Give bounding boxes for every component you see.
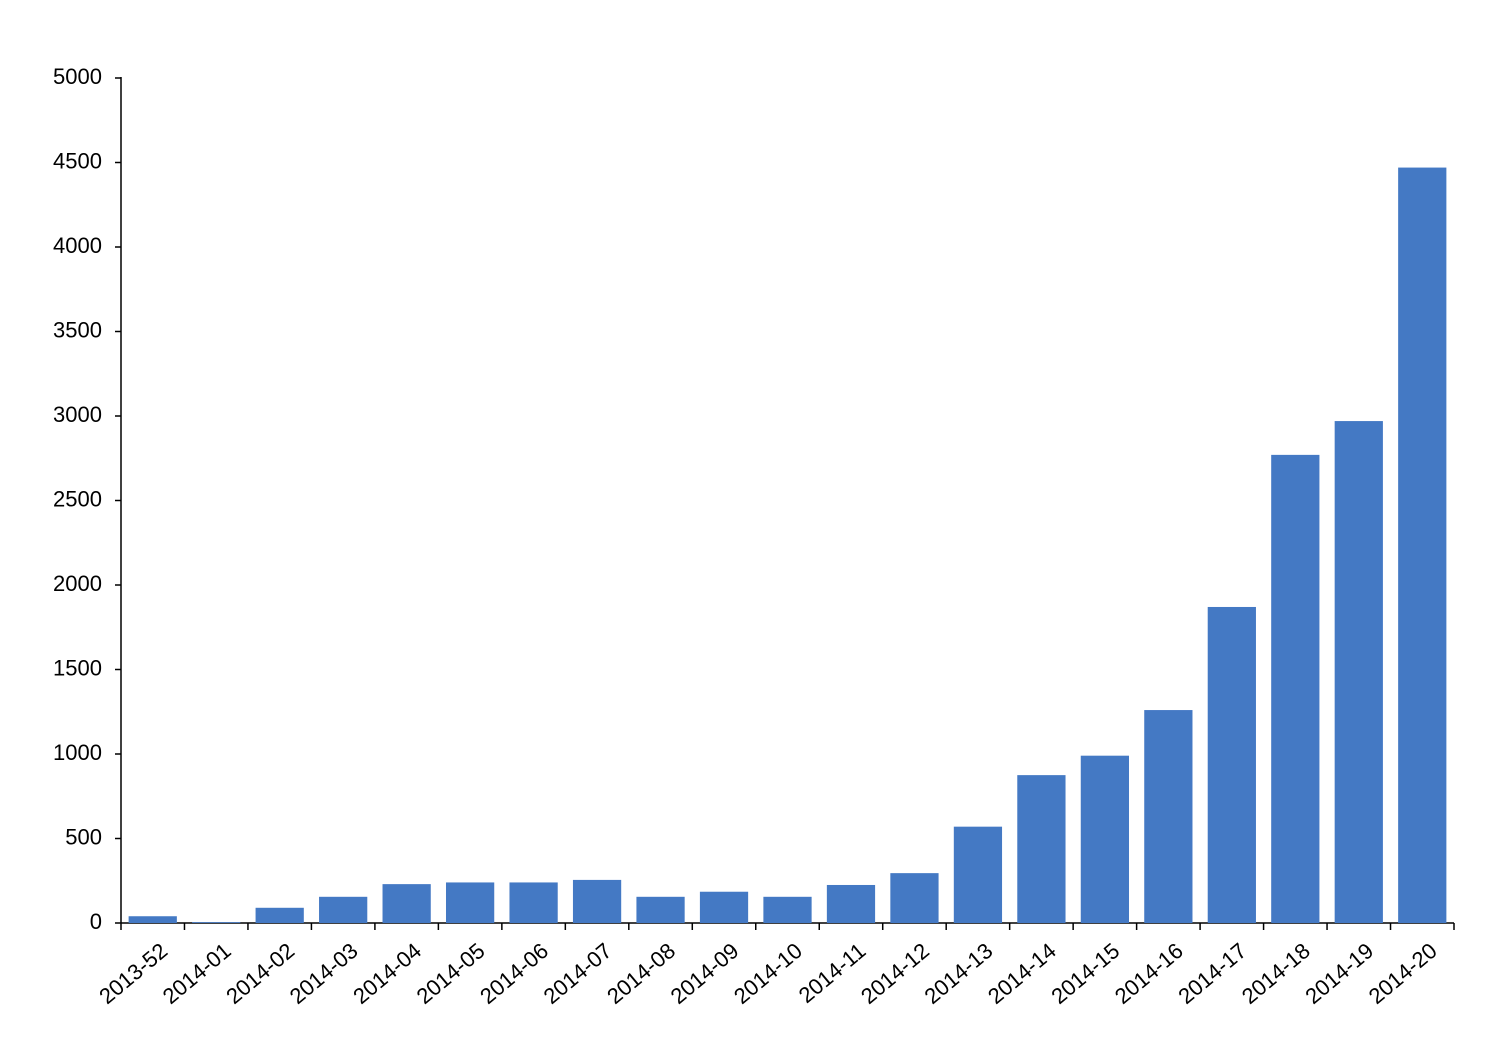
bar: [953, 826, 1003, 923]
bar: [1398, 167, 1447, 923]
x-tick-label: 2014-07: [539, 938, 617, 1009]
bar: [1271, 454, 1320, 923]
x-tick-label: 2014-17: [1173, 938, 1251, 1009]
x-tick-label: 2014-18: [1237, 938, 1315, 1009]
x-tick-label: 2014-14: [983, 938, 1061, 1009]
bar: [255, 907, 304, 923]
x-tick-label: 2014-02: [221, 938, 299, 1009]
y-tick-label: 1500: [53, 655, 102, 680]
bar: [1144, 710, 1193, 923]
x-tick-label: 2014-12: [856, 938, 934, 1009]
x-tick-label: 2014-16: [1110, 938, 1188, 1009]
bar: [192, 922, 241, 923]
bar: [445, 882, 495, 923]
bar: [1334, 421, 1383, 923]
x-tick-label: 2014-05: [412, 938, 490, 1009]
y-tick-label: 3500: [53, 317, 102, 342]
bar: [509, 882, 558, 923]
y-tick-label: 0: [90, 909, 102, 934]
bar: [128, 916, 177, 923]
x-tick-label: 2014-11: [794, 938, 871, 1008]
bar: [636, 896, 685, 923]
bar: [763, 896, 812, 923]
bar: [699, 891, 749, 923]
y-tick-label: 500: [65, 824, 102, 849]
x-tick-label: 2014-13: [919, 938, 997, 1009]
x-tick-label: 2013-52: [94, 938, 172, 1009]
y-tick-label: 4500: [53, 148, 102, 173]
y-tick-label: 2500: [53, 486, 102, 511]
y-tick-label: 1000: [53, 740, 102, 765]
bar: [319, 896, 368, 923]
x-tick-label: 2014-01: [158, 938, 236, 1009]
y-tick-label: 3000: [53, 402, 102, 427]
y-tick-label: 2000: [53, 571, 102, 596]
bar: [890, 873, 939, 923]
bar: [382, 884, 431, 923]
x-tick-label: 2014-19: [1300, 938, 1378, 1009]
x-tick-label: 2014-08: [602, 938, 680, 1009]
y-tick-label: 5000: [53, 64, 102, 89]
x-tick-label: 2014-10: [729, 938, 807, 1009]
x-tick-label: 2014-03: [285, 938, 363, 1009]
bar: [1017, 775, 1066, 923]
x-tick-label: 2014-04: [348, 938, 426, 1009]
x-tick-label: 2014-15: [1046, 938, 1124, 1009]
x-tick-label: 2014-06: [475, 938, 553, 1009]
bar: [572, 879, 622, 923]
x-tick-label: 2014-20: [1364, 938, 1442, 1009]
x-tick-label: 2014-09: [666, 938, 744, 1009]
y-tick-label: 4000: [53, 233, 102, 258]
bar: [826, 884, 876, 923]
bar: [1080, 755, 1130, 923]
bar: [1207, 606, 1256, 923]
